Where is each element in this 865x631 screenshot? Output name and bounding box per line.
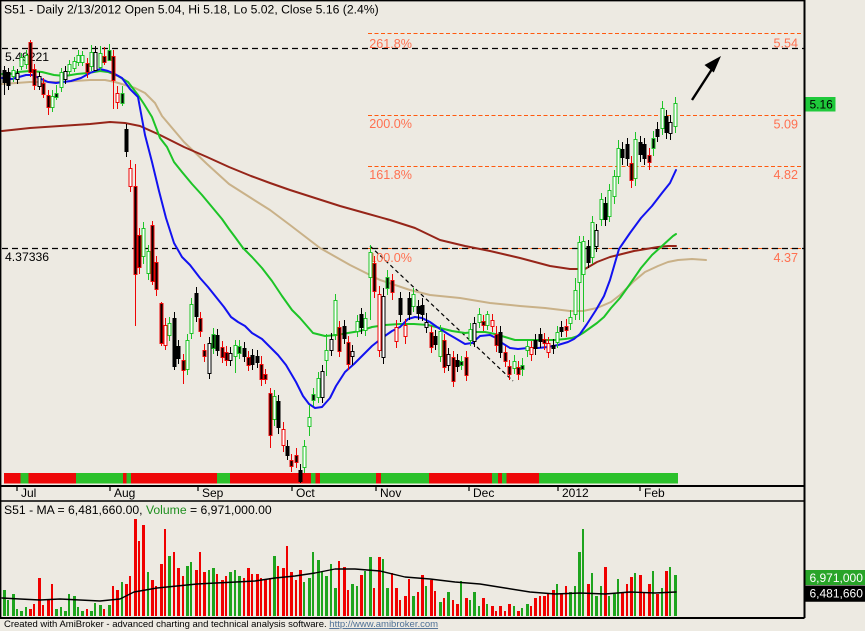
svg-text:Jul: Jul <box>21 486 36 500</box>
svg-text:6,481,660: 6,481,660 <box>810 587 864 601</box>
svg-text:261.8%: 261.8% <box>369 37 412 51</box>
svg-text:Nov: Nov <box>380 486 401 500</box>
svg-text:Created with AmiBroker - advan: Created with AmiBroker - advanced charti… <box>4 619 438 630</box>
svg-text:Feb: Feb <box>644 486 665 500</box>
svg-text:2012: 2012 <box>562 486 589 500</box>
svg-text:Aug: Aug <box>114 486 135 500</box>
svg-text:5.09: 5.09 <box>773 118 798 132</box>
svg-text:S51 - MA = 6,481,660.00, Volum: S51 - MA = 6,481,660.00, Volume = 6,971,… <box>4 503 272 517</box>
svg-text:Sep: Sep <box>202 486 224 500</box>
svg-text:200.0%: 200.0% <box>369 117 412 131</box>
svg-text:S51 - Daily 2/13/2012 Open 5.0: S51 - Daily 2/13/2012 Open 5.04, Hi 5.18… <box>4 3 379 17</box>
svg-text:100.0%: 100.0% <box>369 251 412 265</box>
svg-text:Dec: Dec <box>473 486 494 500</box>
svg-text:161.8%: 161.8% <box>369 168 412 182</box>
svg-text:4.37336: 4.37336 <box>5 250 49 264</box>
svg-text:5.16: 5.16 <box>810 98 834 112</box>
svg-text:Oct: Oct <box>296 486 315 500</box>
svg-text:4.82: 4.82 <box>773 168 798 182</box>
svg-text:6,971,000: 6,971,000 <box>810 571 864 585</box>
svg-text:5.54: 5.54 <box>773 37 798 51</box>
svg-text:4.37: 4.37 <box>773 251 798 265</box>
